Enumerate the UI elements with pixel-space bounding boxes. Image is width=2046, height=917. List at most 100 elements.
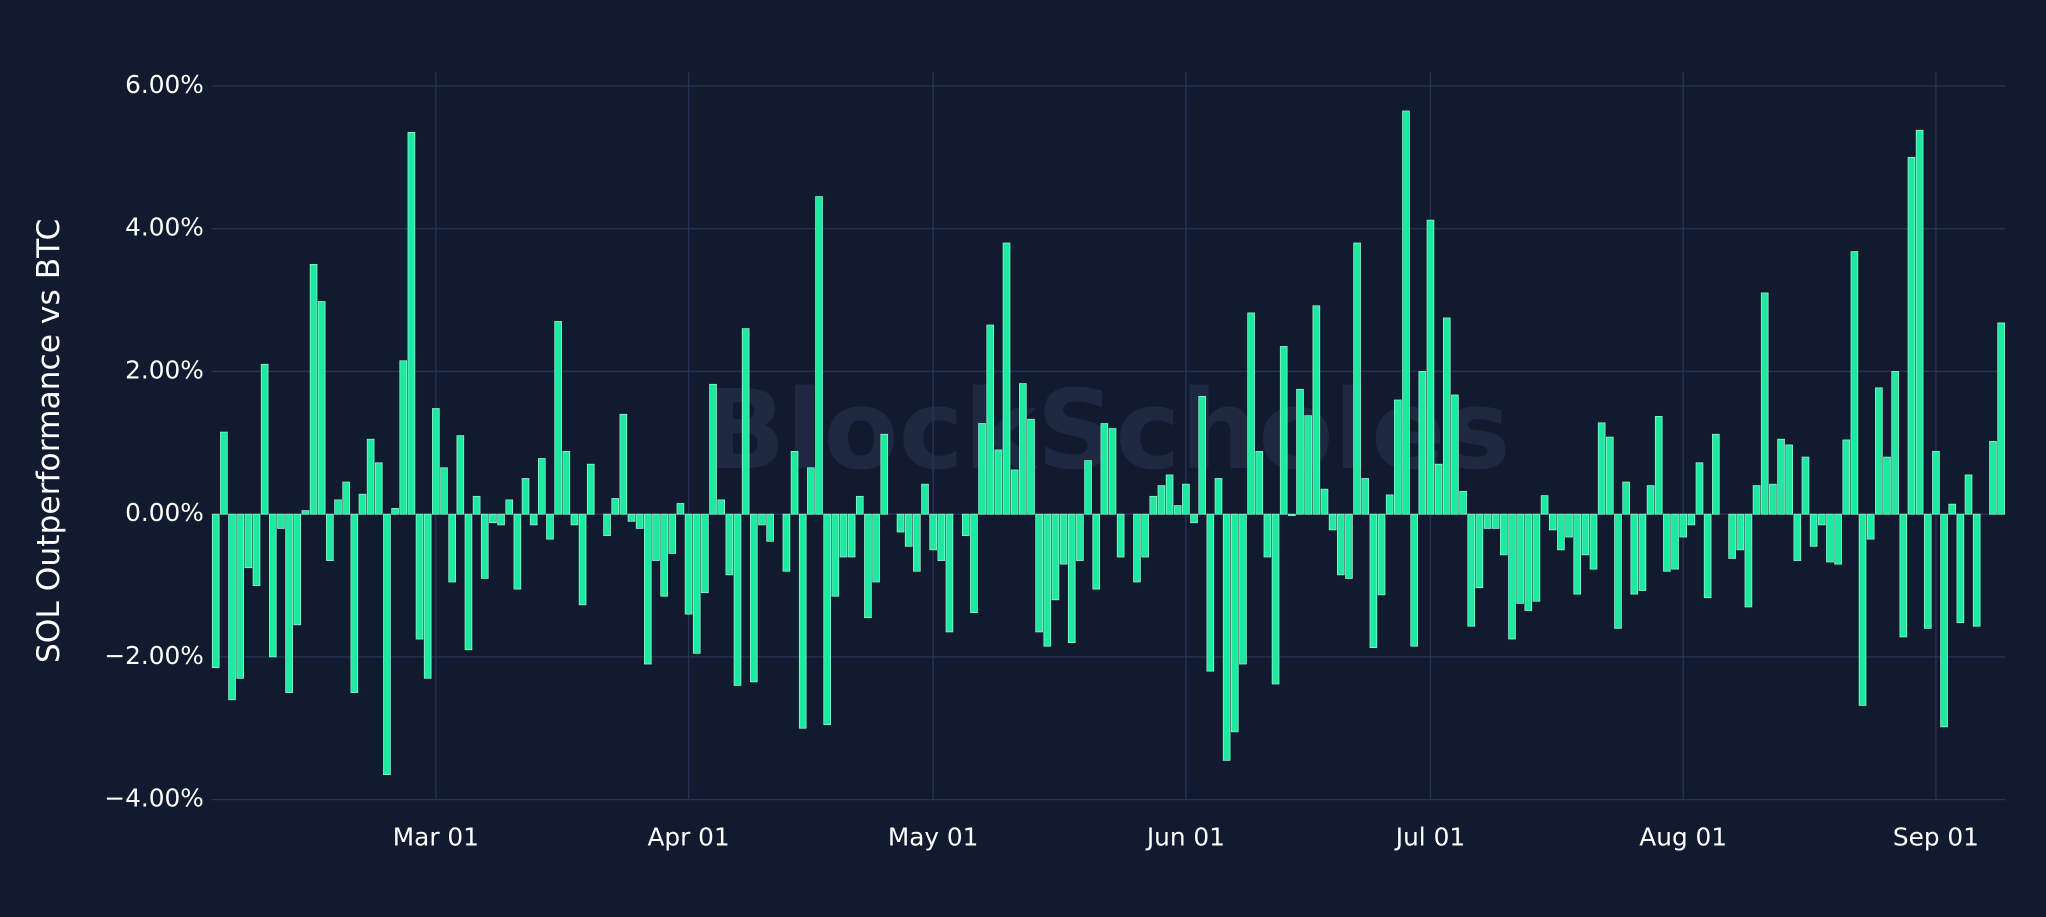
bar xyxy=(1785,444,1793,515)
x-tick-label: Apr 01 xyxy=(647,823,729,852)
bar xyxy=(1687,513,1696,526)
bar xyxy=(1809,513,1818,547)
bar xyxy=(929,513,937,551)
bar xyxy=(546,513,554,540)
bar xyxy=(1353,242,1361,515)
bar xyxy=(1516,513,1524,604)
bar xyxy=(1214,478,1223,515)
bar xyxy=(1630,513,1639,595)
bar xyxy=(1801,456,1810,515)
bar xyxy=(1320,488,1329,515)
bar xyxy=(1304,415,1312,515)
bar xyxy=(301,510,310,515)
bar xyxy=(570,513,579,526)
bar xyxy=(1141,513,1149,558)
bar xyxy=(407,132,416,515)
bar xyxy=(1956,513,1965,624)
bar xyxy=(823,513,831,726)
bar xyxy=(1312,305,1321,515)
bar xyxy=(766,513,774,542)
bar xyxy=(1263,513,1272,558)
bar xyxy=(1581,513,1590,556)
bar xyxy=(1540,495,1549,515)
bar xyxy=(839,513,848,558)
bar xyxy=(1442,317,1451,515)
bar xyxy=(228,513,236,701)
bar xyxy=(1394,399,1402,515)
bar xyxy=(1043,513,1052,647)
bar xyxy=(1328,513,1337,531)
bar xyxy=(513,513,522,590)
bar xyxy=(1948,503,1957,515)
bar xyxy=(1573,513,1582,595)
bar xyxy=(1891,371,1899,515)
bar xyxy=(652,513,660,561)
bar xyxy=(1524,513,1533,611)
bar xyxy=(1116,513,1125,558)
bar xyxy=(366,438,375,515)
bar xyxy=(1288,513,1296,516)
bar xyxy=(1027,418,1035,515)
bar xyxy=(1940,513,1948,728)
bar xyxy=(1475,513,1484,589)
bar xyxy=(236,513,245,679)
bar xyxy=(1035,513,1043,633)
bar xyxy=(489,513,497,524)
bar xyxy=(904,513,913,547)
bar xyxy=(701,513,709,594)
bar xyxy=(994,449,1003,515)
bar xyxy=(717,499,726,515)
bar xyxy=(521,478,530,515)
bar xyxy=(1206,513,1215,672)
bar xyxy=(391,508,399,515)
bar xyxy=(749,513,758,683)
bar xyxy=(342,481,350,515)
bar xyxy=(668,513,677,554)
bar xyxy=(815,196,823,515)
bar xyxy=(1899,513,1908,638)
bar xyxy=(864,513,872,619)
bar xyxy=(244,513,253,569)
bar xyxy=(260,363,269,515)
bar xyxy=(603,513,611,536)
bar xyxy=(1989,440,1997,515)
bar xyxy=(978,423,986,515)
bar xyxy=(1744,513,1753,608)
bar xyxy=(529,513,538,526)
bar xyxy=(1361,478,1370,515)
bar xyxy=(1663,513,1671,572)
bar xyxy=(1491,513,1500,529)
bar xyxy=(317,301,326,515)
bar xyxy=(1092,513,1101,590)
bar xyxy=(1834,513,1842,565)
bar xyxy=(472,495,481,515)
bar xyxy=(831,513,840,597)
bar xyxy=(1548,513,1557,531)
bar xyxy=(440,467,448,515)
bar xyxy=(937,513,946,561)
bar xyxy=(1100,423,1109,515)
bar xyxy=(448,513,456,583)
bar xyxy=(1434,463,1443,515)
bar xyxy=(505,499,514,515)
bar xyxy=(383,513,391,776)
bar xyxy=(1483,513,1492,529)
bar xyxy=(676,503,685,515)
bar xyxy=(1646,485,1655,515)
bar xyxy=(1711,433,1720,515)
bars xyxy=(211,110,2005,776)
bar xyxy=(1883,456,1891,515)
bar xyxy=(611,498,620,515)
bar xyxy=(456,435,465,515)
bar xyxy=(252,513,261,586)
bar xyxy=(358,493,367,515)
bar xyxy=(1255,450,1264,515)
x-tick-label: Sep 01 xyxy=(1893,823,1979,852)
bar xyxy=(872,513,880,583)
bar xyxy=(1173,505,1182,515)
bar xyxy=(1084,460,1092,515)
bar xyxy=(1728,513,1736,559)
bar xyxy=(1769,483,1777,515)
bar xyxy=(293,513,302,626)
bar xyxy=(464,513,473,651)
